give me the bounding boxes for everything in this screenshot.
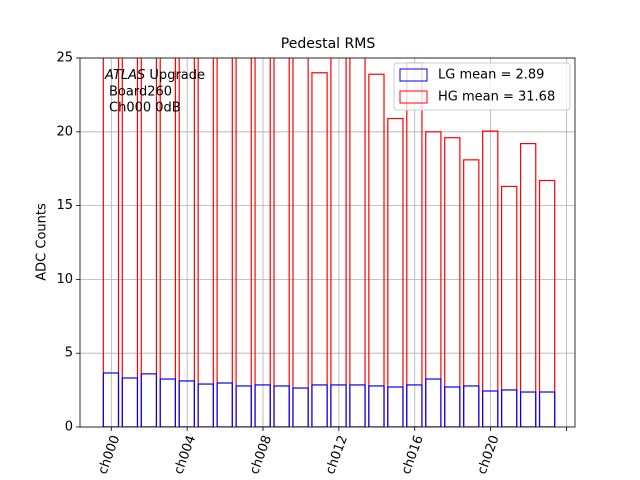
bar: [538, 391, 556, 427]
bar: [292, 58, 309, 427]
legend-label: HG mean = 31.68: [438, 90, 555, 105]
bar: [425, 378, 442, 427]
bar: [425, 131, 442, 427]
bar: [368, 73, 385, 427]
legend-box: [393, 62, 571, 111]
bar: [349, 58, 366, 427]
bar: [292, 387, 309, 427]
legend-label: LG mean = 2.89: [438, 68, 544, 83]
bar: [254, 58, 271, 427]
y-tick-label: 15: [56, 198, 73, 213]
bar: [387, 117, 404, 427]
y-tick-label: 0: [65, 420, 73, 435]
bar: [463, 159, 480, 427]
bar: [501, 185, 518, 427]
annotation-line: Board260: [109, 85, 172, 100]
y-tick-label: 10: [56, 272, 73, 287]
legend-swatch: [399, 68, 428, 82]
bar: [197, 58, 214, 427]
bar: [178, 58, 195, 427]
chart-title: Pedestal RMS: [281, 36, 376, 52]
bar: [519, 143, 537, 427]
bar: [159, 58, 176, 427]
bar: [159, 378, 176, 427]
bar: [538, 179, 556, 427]
bar: [519, 391, 537, 427]
y-tick-label: 5: [65, 346, 73, 361]
bar: [102, 58, 120, 427]
bar: [121, 58, 139, 427]
annotation-experiment: ATLAS: [104, 68, 145, 83]
annotation: ATLAS Upgrade: [104, 68, 205, 83]
annotation-label: Upgrade: [149, 68, 205, 83]
bar: [140, 373, 158, 427]
y-tick-label: 25: [56, 51, 73, 66]
y-tick-label: 20: [56, 124, 73, 139]
bar: [273, 58, 290, 427]
bar: [330, 58, 347, 427]
axes-frame: [79, 57, 576, 428]
bar: [216, 58, 233, 427]
legend: LG mean = 2.89 HG mean = 31.68: [393, 62, 571, 111]
y-axis-label: ADC Counts: [35, 203, 50, 281]
bar: [140, 58, 158, 427]
bar: [235, 58, 252, 427]
bar: [197, 383, 214, 427]
annotation-line: Ch000 0dB: [109, 101, 181, 116]
legend-swatch: [399, 90, 428, 104]
